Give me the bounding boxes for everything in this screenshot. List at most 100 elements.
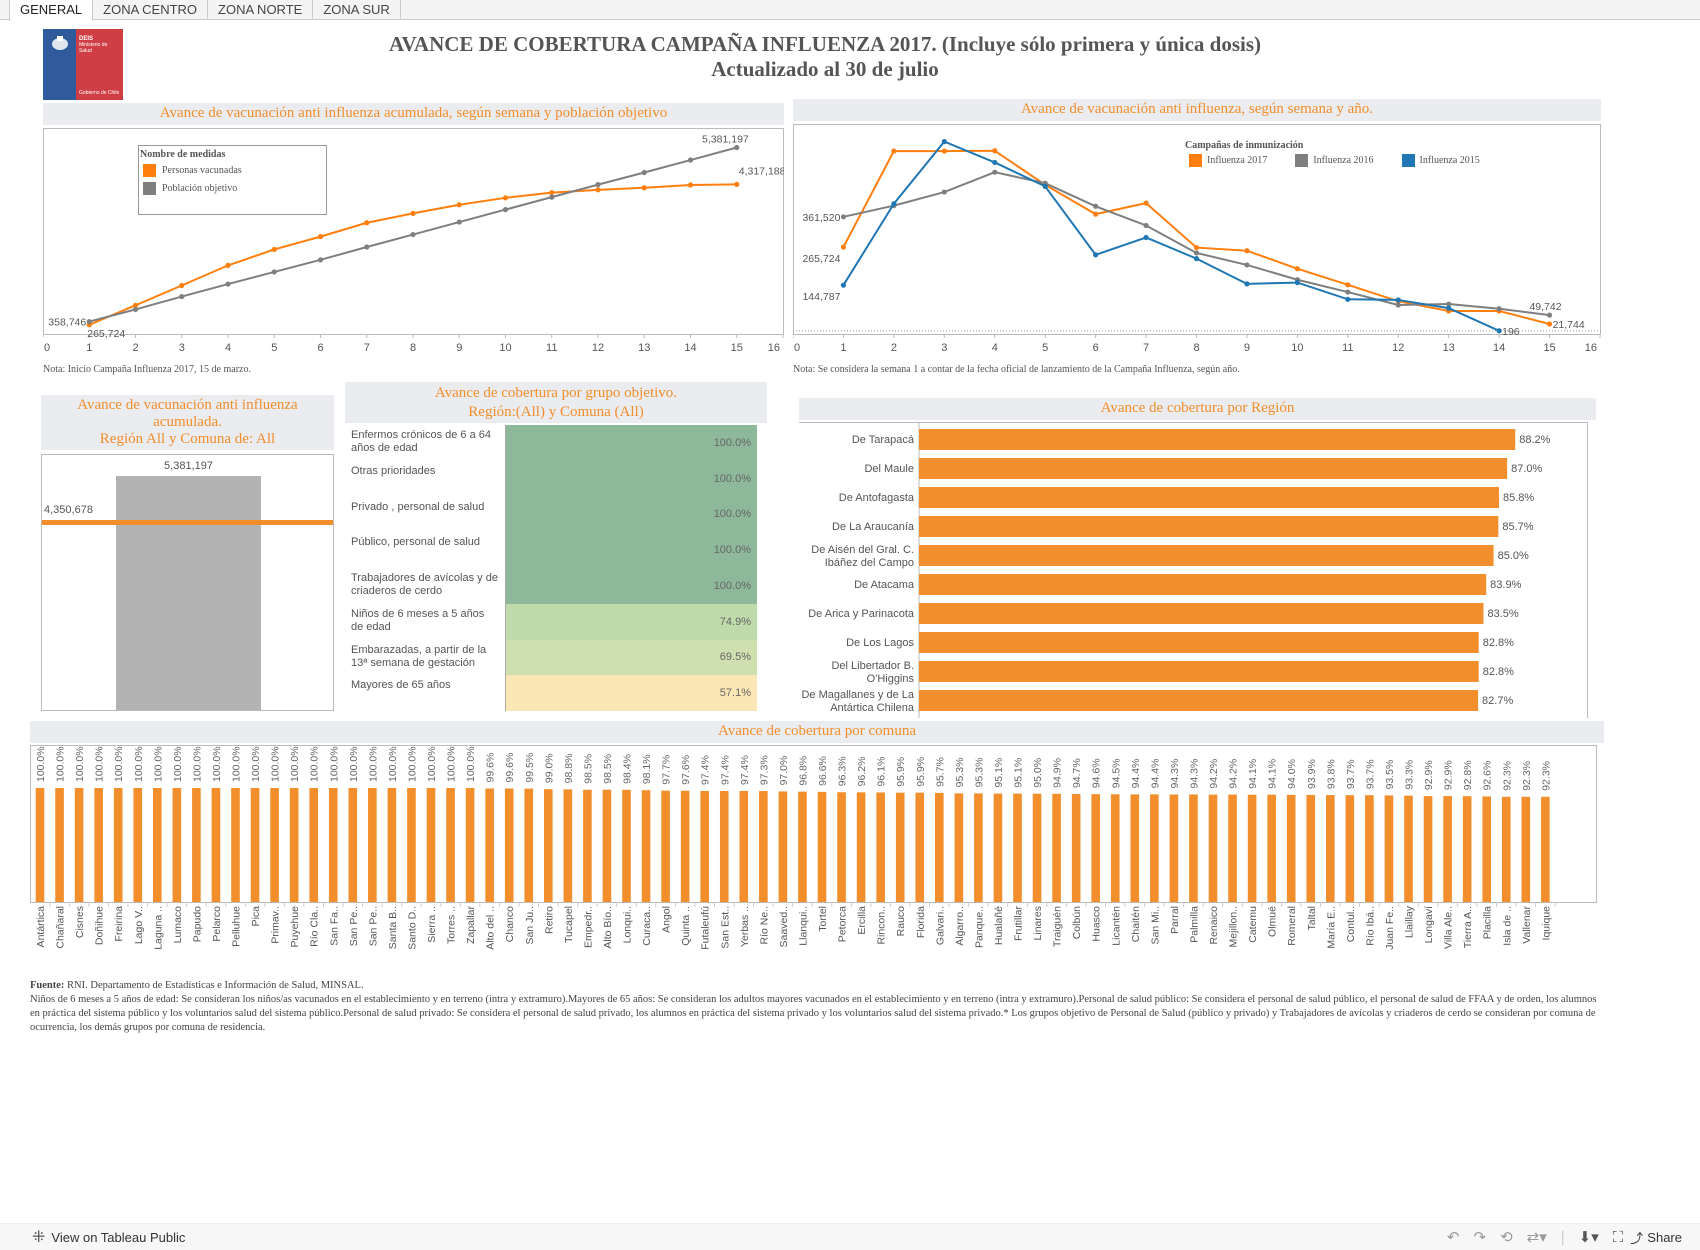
- share-button[interactable]: ⤴ Share: [1630, 1228, 1682, 1247]
- comuna-bar[interactable]: [583, 789, 592, 902]
- comuna-bar[interactable]: [544, 789, 553, 902]
- comuna-bar[interactable]: [935, 792, 944, 902]
- comuna-bar[interactable]: [1443, 796, 1452, 902]
- comuna-bar[interactable]: [309, 788, 318, 902]
- vacunados-reference-line[interactable]: [42, 520, 333, 526]
- comuna-bar[interactable]: [1071, 794, 1081, 902]
- tab-zona-sur[interactable]: ZONA SUR: [313, 0, 401, 20]
- comuna-bar[interactable]: [1326, 795, 1335, 902]
- comuna-bar[interactable]: [563, 789, 573, 902]
- comuna-bar[interactable]: [895, 792, 905, 902]
- comuna-bar[interactable]: [778, 791, 788, 902]
- comuna-bar[interactable]: [1521, 796, 1531, 902]
- comuna-bar[interactable]: [1247, 794, 1257, 902]
- comuna-bar[interactable]: [270, 788, 279, 902]
- region-bar[interactable]: [919, 429, 1516, 450]
- comuna-bar[interactable]: [485, 788, 494, 902]
- table-row[interactable]: Enfermos crónicos de 6 a 64 años de edad…: [345, 425, 757, 461]
- comuna-bar[interactable]: [661, 790, 670, 902]
- comuna-bar[interactable]: [113, 788, 123, 902]
- comuna-bar[interactable]: [993, 793, 1003, 902]
- comuna-bar[interactable]: [211, 788, 221, 902]
- comuna-bar[interactable]: [798, 791, 807, 902]
- comuna-bar[interactable]: [602, 789, 612, 902]
- comuna-bar[interactable]: [1130, 794, 1140, 902]
- comuna-bar[interactable]: [1189, 794, 1198, 902]
- comuna-bar[interactable]: [504, 788, 514, 902]
- redo-icon[interactable]: ↷: [1473, 1229, 1487, 1246]
- comuna-bar[interactable]: [328, 788, 338, 902]
- comuna-bar[interactable]: [817, 791, 827, 902]
- comuna-bar[interactable]: [1384, 795, 1394, 902]
- table-row[interactable]: Niños de 6 meses a 5 años de edad 74.9%: [345, 603, 757, 640]
- comuna-bar[interactable]: [1286, 794, 1296, 902]
- view-on-tableau-link[interactable]: ⁜ View on Tableau Public: [32, 1227, 185, 1247]
- region-bar[interactable]: [919, 632, 1479, 653]
- comuna-bar[interactable]: [407, 788, 416, 902]
- comuna-bar[interactable]: [465, 788, 475, 902]
- comuna-bar[interactable]: [1541, 796, 1550, 902]
- comuna-bar[interactable]: [1208, 794, 1218, 902]
- comuna-bar[interactable]: [1091, 794, 1100, 902]
- comuna-bar[interactable]: [622, 789, 631, 902]
- region-bar[interactable]: [919, 545, 1494, 566]
- comuna-bar[interactable]: [739, 790, 749, 902]
- comuna-bar[interactable]: [172, 788, 182, 902]
- region-bar[interactable]: [919, 487, 1500, 508]
- comuna-bar[interactable]: [348, 788, 358, 902]
- comuna-bar[interactable]: [446, 788, 455, 902]
- comuna-bar[interactable]: [35, 788, 45, 902]
- comuna-bar[interactable]: [387, 788, 397, 902]
- comuna-bar[interactable]: [876, 792, 885, 902]
- table-row[interactable]: Público, personal de salud 100.0%: [345, 532, 757, 568]
- comuna-bar[interactable]: [1404, 795, 1413, 902]
- table-row[interactable]: Mayores de 65 años 57.1%: [345, 675, 757, 711]
- comuna-bar[interactable]: [524, 788, 534, 902]
- undo-icon[interactable]: ↶: [1446, 1229, 1460, 1246]
- region-bar[interactable]: [919, 516, 1499, 537]
- comuna-bar[interactable]: [759, 791, 768, 902]
- comuna-bar[interactable]: [856, 792, 866, 902]
- fullscreen-icon[interactable]: ⛶: [1612, 1228, 1624, 1246]
- comuna-bar[interactable]: [1110, 794, 1120, 902]
- comuna-bar[interactable]: [231, 788, 240, 902]
- comuna-bar[interactable]: [1052, 793, 1061, 902]
- table-row[interactable]: Otras prioridades 100.0%: [345, 460, 757, 497]
- comuna-bar[interactable]: [74, 788, 84, 902]
- comuna-bar[interactable]: [426, 788, 436, 902]
- comuna-bar[interactable]: [133, 788, 143, 902]
- comuna-bar[interactable]: [719, 790, 729, 902]
- region-bar[interactable]: [919, 574, 1487, 595]
- comuna-bar[interactable]: [153, 788, 162, 902]
- comuna-bar[interactable]: [289, 788, 299, 902]
- table-row[interactable]: Privado , personal de salud 100.0%: [345, 496, 757, 533]
- comuna-bar[interactable]: [94, 788, 103, 902]
- comuna-bar[interactable]: [192, 788, 201, 902]
- region-bar[interactable]: [919, 603, 1484, 624]
- comuna-bar[interactable]: [55, 788, 64, 902]
- poblacion-objetivo-bar[interactable]: [116, 475, 261, 710]
- comuna-bar[interactable]: [974, 793, 983, 902]
- region-bar[interactable]: [919, 661, 1479, 682]
- tab-zona-norte[interactable]: ZONA NORTE: [208, 0, 314, 20]
- table-row[interactable]: Trabajadores de avícolas y de criaderos …: [345, 568, 757, 604]
- comuna-bar[interactable]: [1423, 796, 1433, 902]
- comuna-bar[interactable]: [1482, 796, 1491, 902]
- region-bar[interactable]: [919, 690, 1479, 711]
- tab-zona-centro[interactable]: ZONA CENTRO: [93, 0, 209, 20]
- comuna-bar[interactable]: [1032, 793, 1042, 902]
- comuna-bar[interactable]: [680, 790, 690, 902]
- comuna-bar[interactable]: [1345, 795, 1355, 902]
- comuna-bar[interactable]: [1501, 796, 1511, 902]
- comuna-bar[interactable]: [1306, 794, 1316, 902]
- region-bar[interactable]: [919, 458, 1508, 479]
- comuna-bar[interactable]: [1169, 794, 1179, 902]
- comuna-bar[interactable]: [700, 790, 709, 902]
- comuna-bar[interactable]: [1228, 794, 1237, 902]
- revert-icon[interactable]: ⟲: [1500, 1229, 1513, 1246]
- download-icon[interactable]: ⬇▾: [1578, 1229, 1599, 1246]
- comuna-bar[interactable]: [641, 790, 651, 902]
- comuna-bar[interactable]: [954, 793, 964, 902]
- comuna-bar[interactable]: [1150, 794, 1159, 902]
- refresh-icon[interactable]: ⇄▾: [1526, 1229, 1547, 1246]
